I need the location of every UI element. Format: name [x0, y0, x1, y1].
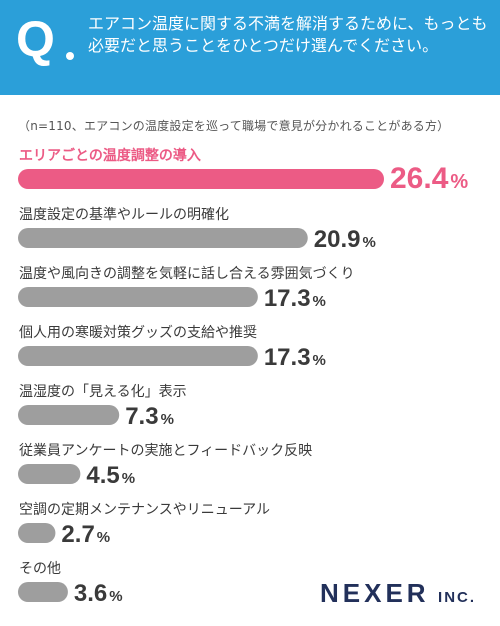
bar — [18, 523, 56, 543]
unit-label: % — [362, 234, 375, 251]
brand-suffix: INC. — [438, 589, 477, 606]
value-label: 7.3 — [125, 403, 158, 430]
bar — [18, 464, 81, 484]
category-label: その他 — [19, 561, 61, 577]
category-label: 空調の定期メンテナンスやリニューアル — [19, 502, 270, 518]
value-label: 26.4 — [390, 162, 449, 195]
value-label: 17.3 — [264, 344, 311, 371]
category-label: 従業員アンケートの実施とフィードバック反映 — [19, 443, 312, 459]
bar — [18, 582, 68, 602]
unit-label: % — [313, 352, 326, 369]
category-label: 温度や風向きの調整を気軽に話し合える雰囲気づくり — [19, 265, 355, 282]
bar — [18, 228, 308, 248]
q-mark: Q — [16, 11, 55, 67]
bar — [18, 287, 258, 307]
question-header: Q エアコン温度に関する不満を解消するために、もっとも必要だと思うことをひとつだ… — [0, 0, 500, 95]
q-dot — [66, 52, 74, 60]
category-label: 温湿度の「見える化」表示 — [19, 384, 187, 400]
bar — [18, 405, 120, 425]
unit-label: % — [161, 411, 174, 428]
value-label: 2.7 — [61, 521, 94, 548]
brand-name: NEXER — [320, 578, 430, 608]
value-label: 4.5 — [86, 462, 119, 489]
sample-note: （n=110、エアコンの温度設定を巡って職場で意見が分かれることがある方） — [18, 119, 450, 133]
bar — [18, 169, 384, 189]
unit-label: % — [97, 529, 110, 546]
unit-label: % — [109, 588, 122, 605]
brand-logo: NEXER INC. — [320, 578, 476, 609]
unit-label: % — [450, 171, 468, 193]
category-label: 温度設定の基準やルールの明確化 — [19, 206, 229, 223]
category-label: エリアごとの温度調整の導入 — [19, 147, 201, 164]
bar — [18, 346, 258, 366]
unit-label: % — [313, 293, 326, 310]
value-label: 17.3 — [264, 285, 311, 312]
value-label: 20.9 — [314, 226, 361, 253]
unit-label: % — [122, 470, 135, 487]
question-text: エアコン温度に関する不満を解消するために、もっとも必要だと思うことをひとつだけ選… — [88, 14, 488, 55]
category-label: 個人用の寒暖対策グッズの支給や推奨 — [19, 324, 257, 341]
value-label: 3.6 — [74, 580, 107, 607]
